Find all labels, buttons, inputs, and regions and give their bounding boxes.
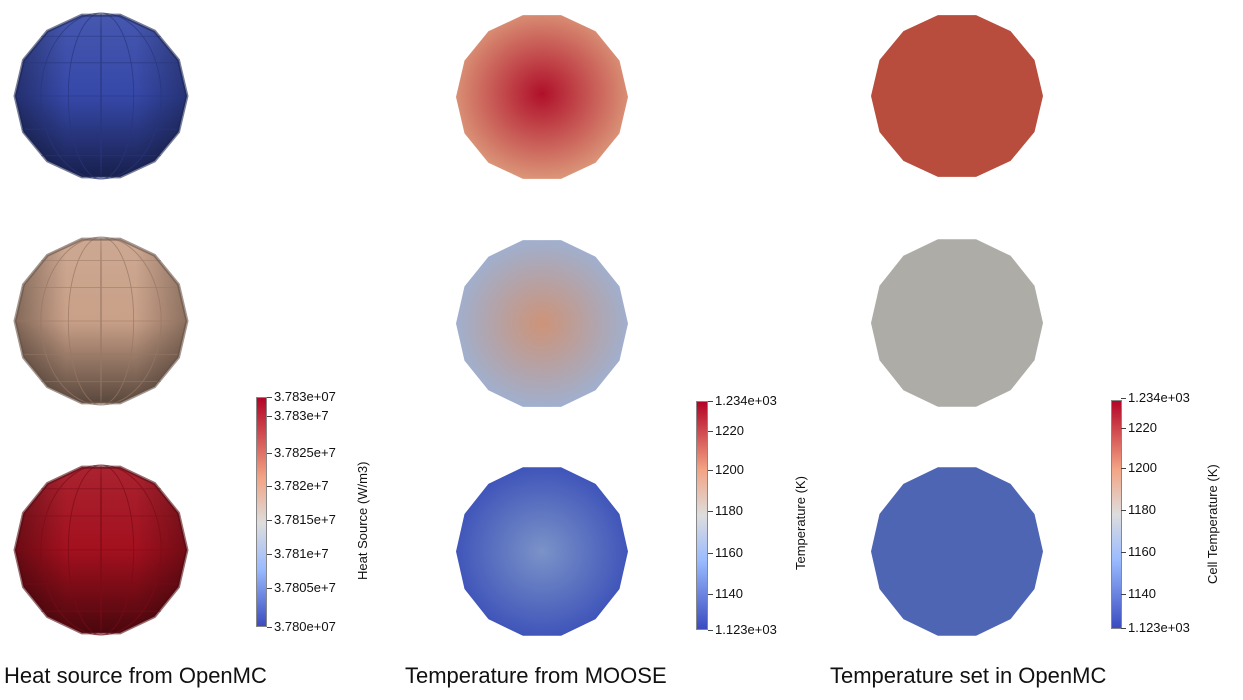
sphere-heat-source-bottom [13, 464, 189, 636]
sphere-body [871, 15, 1043, 177]
sphere-outline [13, 465, 189, 635]
sphere-openmc-top [871, 15, 1043, 177]
colorbar-tick: 3.7815e+7 [267, 512, 336, 527]
colorbar-tick: 3.780e+07 [267, 619, 336, 634]
caption-openmc: Temperature set in OpenMC [830, 663, 1107, 688]
sphere-body [871, 239, 1043, 407]
sphere-moose-bottom [456, 467, 628, 636]
sphere-heat-source-middle [13, 236, 189, 406]
colorbar-tick: 3.783e+07 [267, 389, 336, 404]
caption-moose: Temperature from MOOSE [405, 663, 667, 688]
colorbar-tick: 1160 [1121, 544, 1156, 559]
caption-heat-source: Heat source from OpenMC [4, 663, 267, 688]
colorbar-tick: 1.123e+03 [1121, 620, 1190, 635]
sphere-body [456, 467, 628, 636]
colorbar-tick: 1.123e+03 [708, 622, 777, 637]
sphere-heat-source-top [13, 12, 189, 180]
colorbar-tick: 3.782e+7 [267, 478, 329, 493]
colorbar-tick: 1140 [1121, 586, 1156, 601]
colorbar-tick: 1200 [708, 462, 744, 477]
sphere-openmc-bottom [871, 467, 1043, 636]
colorbar-tick: 1.234e+03 [1121, 390, 1190, 405]
sphere-moose-top [456, 15, 628, 179]
sphere-facets [15, 236, 187, 406]
sphere-openmc-middle [871, 239, 1043, 407]
colorbar-tick: 1200 [1121, 460, 1157, 475]
colorbar-gradient [1111, 400, 1122, 629]
sphere-body [456, 15, 628, 179]
colorbar-tick: 1140 [708, 586, 743, 601]
colorbar-title: Temperature (K) [793, 476, 808, 570]
colorbar-tick: 3.7825e+7 [267, 445, 336, 460]
colorbar-tick: 3.7805e+7 [267, 580, 336, 595]
sphere-facets [15, 12, 187, 180]
colorbar-title: Heat Source (W/m3) [355, 461, 370, 580]
colorbar-gradient [696, 401, 708, 630]
colorbar-tick: 1180 [1121, 502, 1156, 517]
colorbar-tick: 1160 [708, 545, 743, 560]
colorbar-tick: 3.783e+7 [267, 408, 329, 423]
colorbar-tick: 1.234e+03 [708, 393, 777, 408]
sphere-outline [13, 13, 189, 179]
sphere-outline [13, 237, 189, 405]
colorbar-tick: 1220 [708, 423, 744, 438]
colorbar-tick: 1220 [1121, 420, 1157, 435]
colorbar-tick: 1180 [708, 503, 743, 518]
colorbar-tick: 3.781e+7 [267, 546, 329, 561]
sphere-facets [15, 464, 187, 636]
colorbar-gradient [256, 397, 267, 627]
sphere-body [871, 467, 1043, 636]
sphere-body [456, 240, 628, 407]
colorbar-title: Cell Temperature (K) [1205, 464, 1220, 584]
sphere-moose-middle [456, 240, 628, 407]
